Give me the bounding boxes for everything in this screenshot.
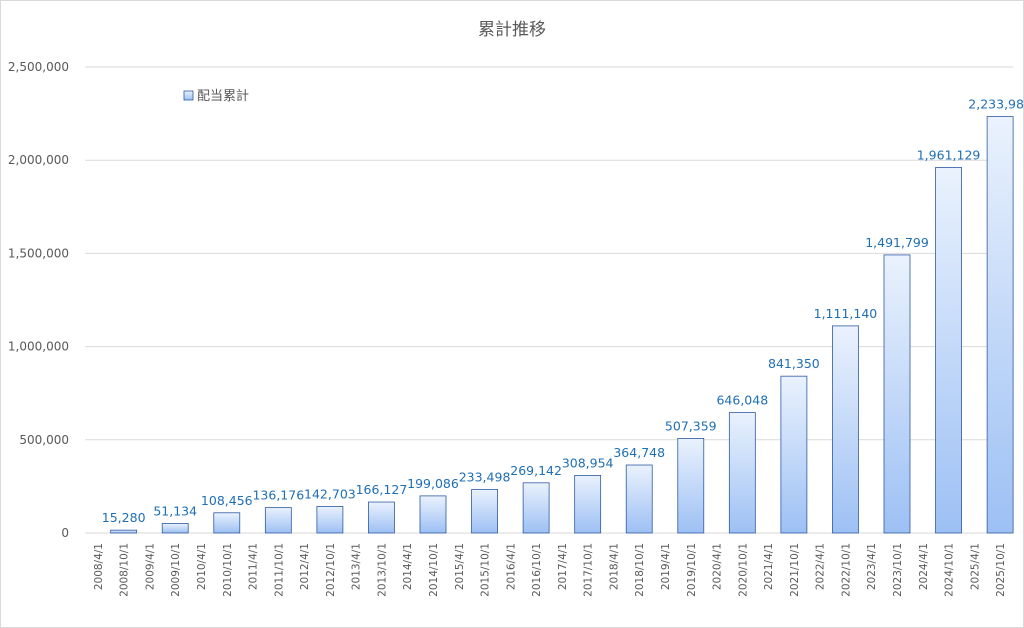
x-tick-label: 2013/10/1 xyxy=(376,543,388,597)
x-tick-label: 2008/4/1 xyxy=(93,543,105,590)
bars xyxy=(110,116,1014,534)
data-label: 1,111,140 xyxy=(814,306,878,321)
x-tick-label: 2019/10/1 xyxy=(686,543,698,597)
data-label: 51,134 xyxy=(153,503,197,518)
bar xyxy=(522,482,550,534)
bar xyxy=(677,438,705,534)
x-tick-label: 2023/10/1 xyxy=(892,543,904,597)
y-tick-label: 500,000 xyxy=(19,433,69,447)
x-tick-label: 2021/10/1 xyxy=(789,543,801,597)
x-tick-label: 2022/4/1 xyxy=(815,543,827,590)
bar xyxy=(110,529,138,534)
bar xyxy=(213,512,241,534)
bar xyxy=(419,495,447,534)
x-tick-label: 2017/4/1 xyxy=(557,543,569,590)
x-tick-label: 2014/4/1 xyxy=(402,543,414,590)
x-tick-label: 2010/10/1 xyxy=(222,543,234,597)
data-label: 507,359 xyxy=(665,418,717,433)
y-tick-label: 0 xyxy=(61,526,69,540)
data-label: 166,127 xyxy=(356,482,408,497)
legend: 配当累計 xyxy=(183,88,249,104)
bar xyxy=(161,523,189,534)
y-tick-label: 1,000,000 xyxy=(8,340,69,354)
x-tick-label: 2021/4/1 xyxy=(763,543,775,590)
data-label: 142,703 xyxy=(304,486,356,501)
data-label: 1,961,129 xyxy=(917,147,981,162)
bar xyxy=(368,501,395,534)
data-label: 233,498 xyxy=(459,469,511,484)
data-label: 269,142 xyxy=(510,463,562,478)
bar xyxy=(728,412,756,534)
y-axis: 0 500,000 1,000,000 1,500,000 2,000,000 2,500… xyxy=(8,60,69,540)
x-tick-label: 2022/10/1 xyxy=(840,543,852,597)
bar xyxy=(986,116,1014,534)
legend-label: 配当累計 xyxy=(197,88,249,104)
bar xyxy=(883,254,911,534)
data-label: 199,086 xyxy=(407,476,459,491)
bar xyxy=(264,507,292,534)
data-label: 841,350 xyxy=(768,356,820,371)
x-tick-label: 2015/4/1 xyxy=(454,543,466,590)
x-tick-label: 2016/10/1 xyxy=(531,543,543,597)
data-label: 364,748 xyxy=(613,445,665,460)
x-tick-label: 2024/4/1 xyxy=(918,543,930,590)
data-label: 108,456 xyxy=(201,493,253,508)
x-tick-label: 2016/4/1 xyxy=(505,543,517,590)
x-tick-label: 2010/4/1 xyxy=(196,543,208,590)
x-tick-label: 2017/10/1 xyxy=(583,543,595,597)
x-tick-label: 2009/10/1 xyxy=(170,543,182,597)
x-tick-label: 2020/10/1 xyxy=(737,543,749,597)
x-tick-label: 2008/10/1 xyxy=(119,543,131,597)
bar xyxy=(832,325,859,534)
bar xyxy=(780,375,808,534)
x-tick-label: 2009/4/1 xyxy=(144,543,156,590)
y-tick-label: 2,500,000 xyxy=(8,60,69,74)
bar xyxy=(574,475,602,534)
bar xyxy=(625,464,653,534)
x-tick-label: 2014/10/1 xyxy=(428,543,440,597)
x-tick-label: 2012/4/1 xyxy=(299,543,311,590)
x-tick-label: 2011/4/1 xyxy=(248,543,260,590)
bar xyxy=(316,506,344,534)
x-tick-label: 2012/10/1 xyxy=(325,543,337,597)
bar xyxy=(471,489,498,534)
x-tick-label: 2015/10/1 xyxy=(480,543,492,597)
x-tick-label: 2024/10/1 xyxy=(944,543,956,597)
data-label: 646,048 xyxy=(716,393,768,408)
y-tick-label: 2,000,000 xyxy=(8,153,69,167)
data-labels: 15,280 51,134 108,456 136,176 142,703 166,127… xyxy=(102,97,1023,526)
legend-swatch xyxy=(183,90,194,101)
x-tick-label: 2011/10/1 xyxy=(273,543,285,597)
x-tick-label: 2018/10/1 xyxy=(634,543,646,597)
x-tick-label: 2023/4/1 xyxy=(866,543,878,590)
x-tick-label: 2013/4/1 xyxy=(351,543,363,590)
y-tick-label: 1,500,000 xyxy=(8,246,69,260)
bar xyxy=(935,167,962,534)
x-tick-label: 2025/10/1 xyxy=(995,543,1007,597)
x-tick-label: 2019/4/1 xyxy=(660,543,672,590)
chart-title: 累計推移 xyxy=(478,20,546,40)
x-axis: 2008/4/1 2008/10/1 2009/4/1 2009/10/1 2010/4… xyxy=(93,543,1007,597)
data-label: 1,491,799 xyxy=(865,235,929,250)
data-label: 308,954 xyxy=(562,455,614,470)
data-label: 2,233,980 xyxy=(968,97,1023,112)
data-label: 136,176 xyxy=(252,488,304,503)
x-tick-label: 2020/4/1 xyxy=(712,543,724,590)
x-tick-label: 2018/4/1 xyxy=(608,543,620,590)
x-tick-label: 2025/4/1 xyxy=(969,543,981,590)
data-label: 15,280 xyxy=(102,510,146,525)
